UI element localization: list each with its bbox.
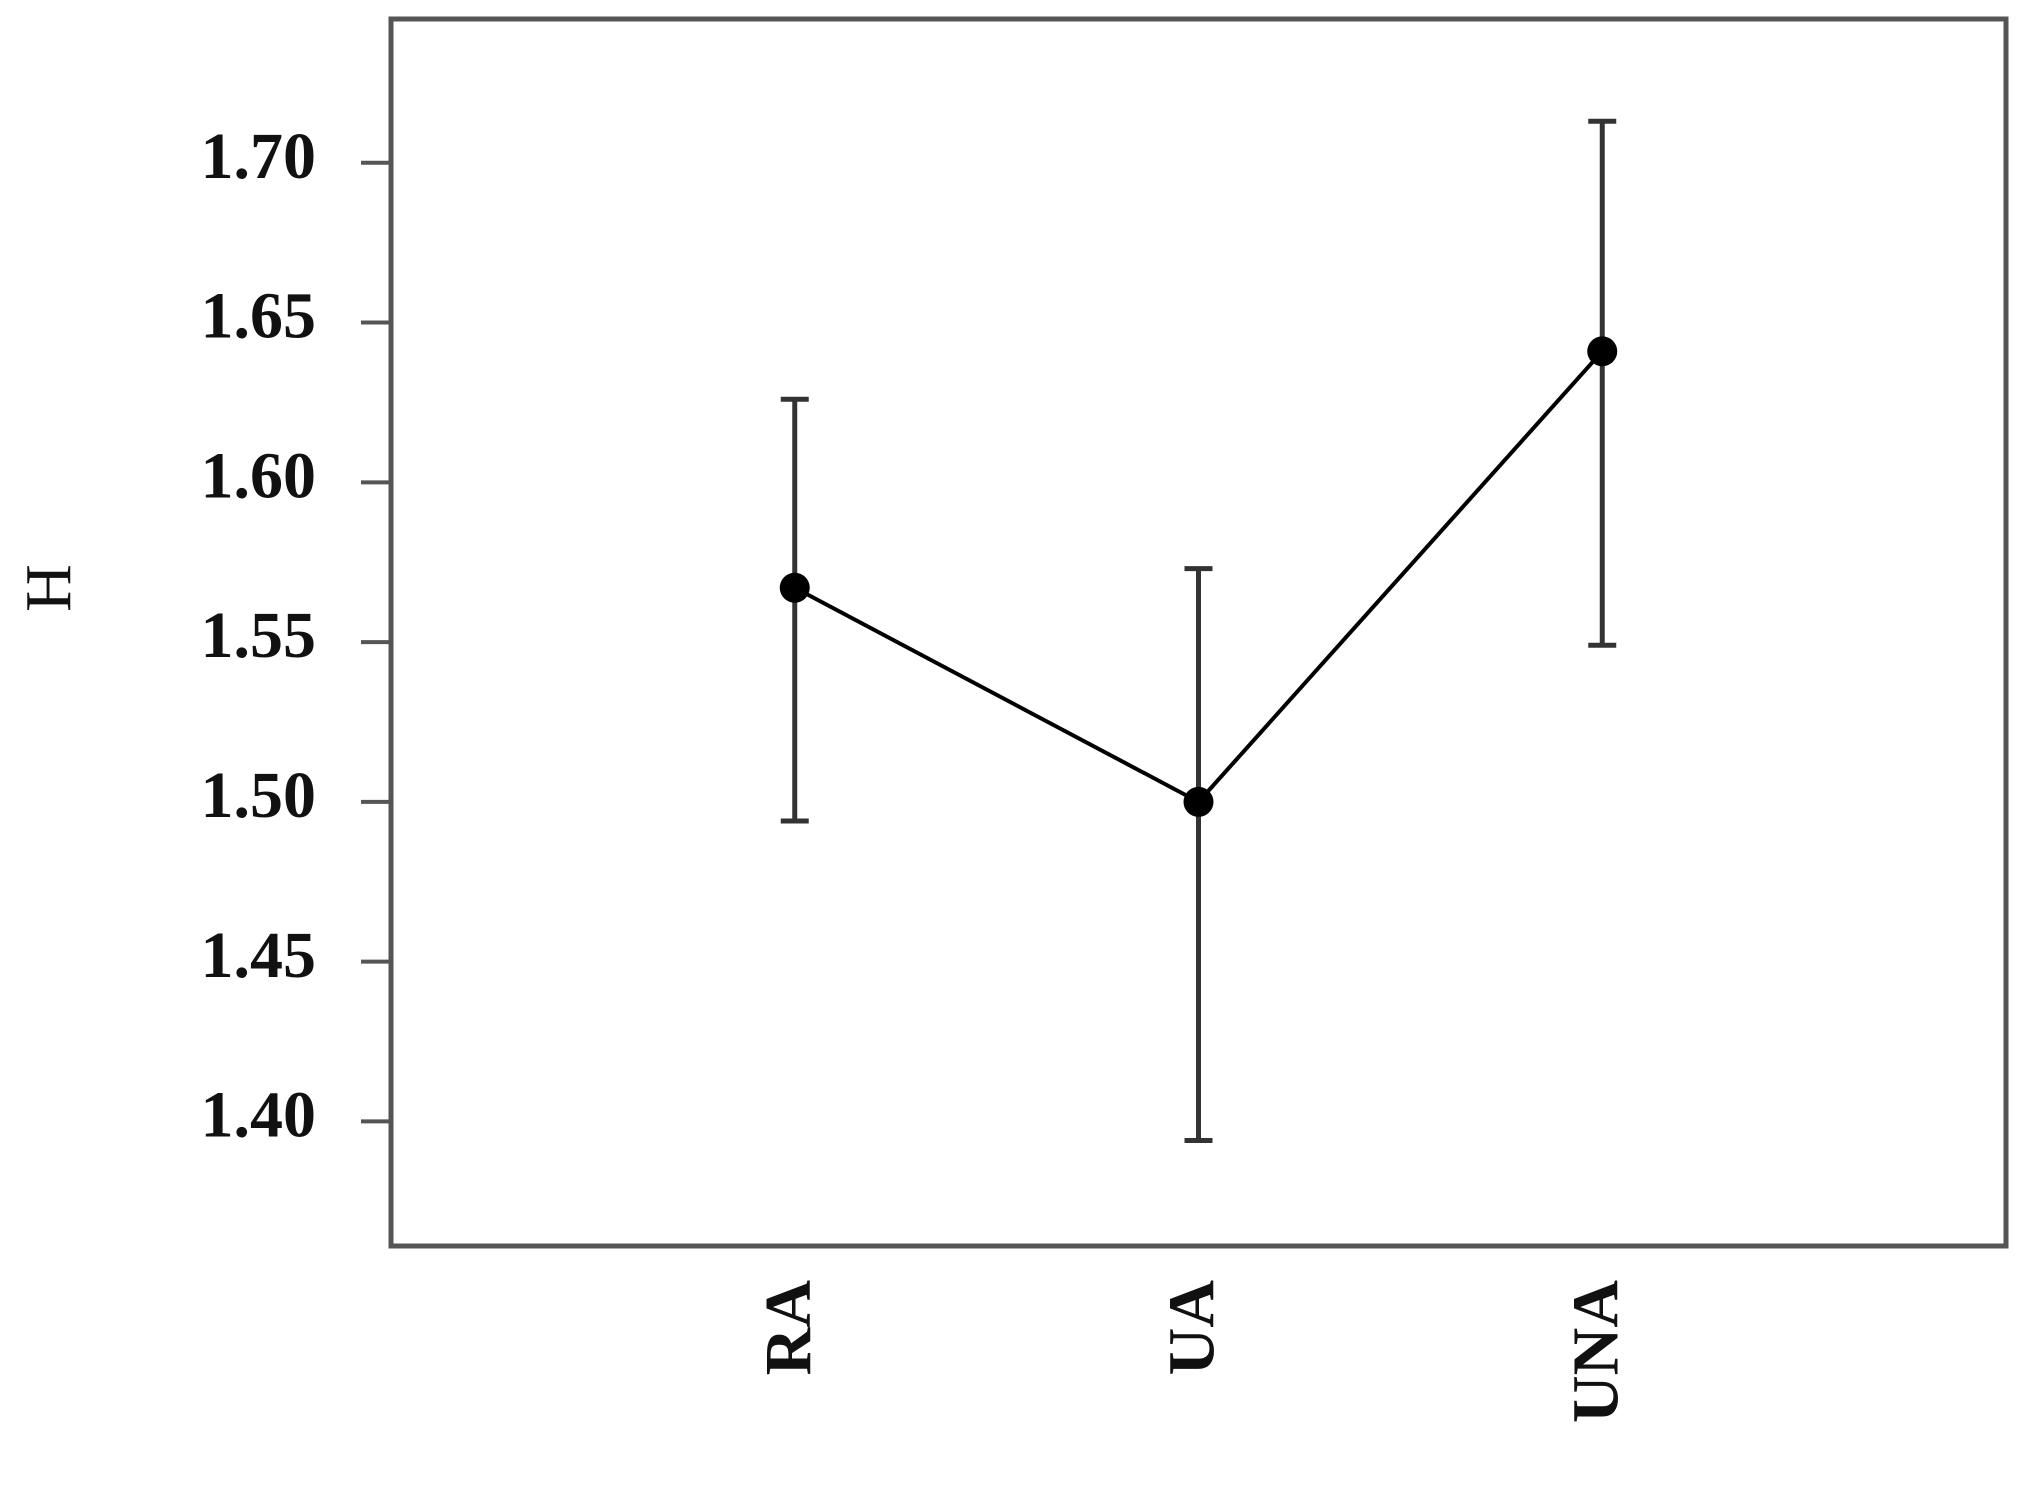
x-tick-label: RA xyxy=(752,1280,825,1376)
point xyxy=(1587,336,1618,367)
x-tick-label: UA xyxy=(1156,1280,1229,1376)
point xyxy=(779,572,810,603)
y-tick-label: 1.60 xyxy=(201,439,317,512)
plot-frame xyxy=(388,16,2009,1249)
y-tick-label: 1.45 xyxy=(201,919,317,992)
y-axis-label: H xyxy=(12,564,85,612)
y-tick-label: 1.40 xyxy=(201,1079,317,1152)
y-tick-label: 1.65 xyxy=(201,280,317,353)
y-tick-label: 1.50 xyxy=(201,759,317,832)
x-tick-label: UNA xyxy=(1559,1280,1632,1423)
y-tick-label: 1.55 xyxy=(201,599,317,672)
point xyxy=(1183,786,1214,817)
y-tick-label: 1.70 xyxy=(201,120,317,193)
